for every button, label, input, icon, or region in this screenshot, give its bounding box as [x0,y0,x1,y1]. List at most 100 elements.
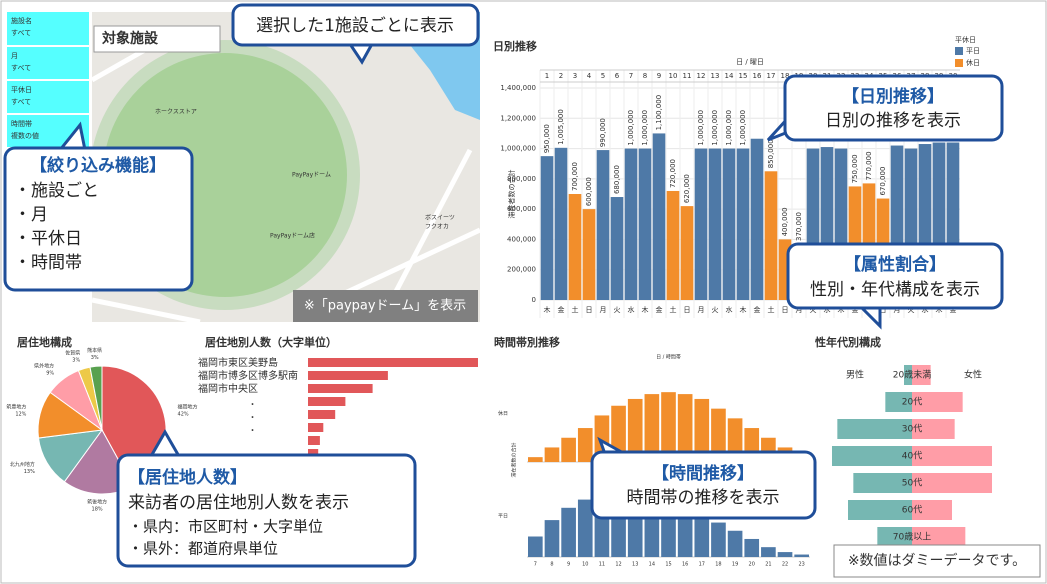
value-label: 1,000,000 [739,110,747,146]
map-note: ※「paypayドーム」を表示 [304,299,466,314]
callout-text: ・月 [14,205,48,225]
filter-value: 複数の値 [11,131,39,140]
weekday-label: 土 [768,305,775,314]
bar [652,133,666,300]
bar [528,457,543,462]
value-label: 620,000 [683,174,691,203]
value-label: 1,005,000 [557,109,565,145]
bar [544,447,560,462]
age-label: 40代 [902,451,922,462]
callout-text: 選択した1施設ごとに表示 [256,16,454,36]
pie-slice [89,365,103,431]
category-label: 福岡市東区美野島 [198,356,278,369]
bar [308,436,320,445]
category-label: 福岡市中央区 [198,382,258,395]
bar [596,150,610,300]
bar [711,408,726,462]
x-tick-label: 10 [582,562,588,568]
value-label: 950,000 [543,124,551,153]
slice-label: 熊本県 [87,347,102,354]
callout-text: ・県外：都道府県単位 [128,540,278,558]
bar [877,527,912,547]
x-tick-label: 18 [781,72,790,80]
bar [912,419,955,439]
weekday-label: 木 [740,305,747,314]
filter-label: 時間帯 [11,119,32,128]
slice-label: 筑豊地方 [6,404,26,411]
y-axis-label: 滞在者数の合計 [507,170,516,219]
bar [744,538,760,557]
filter-box[interactable] [7,47,89,79]
weekday-label: 木 [544,305,551,314]
slice-label: 筑後地方 [87,498,107,505]
x-tick-label: 13 [632,562,638,568]
bar [561,507,576,557]
y-tick-label: 1,000,000 [500,145,536,153]
x-tick-label: 9 [567,562,570,568]
callout-text: ・施設ごと [14,181,99,201]
callout-text: 日別の推移を表示 [825,111,961,131]
x-tick-label: 8 [550,562,553,568]
bar [794,554,809,557]
value-label: 670,000 [879,167,887,196]
panel-title: 時間帯別推移 [494,335,560,349]
x-tick-label: 12 [697,72,706,80]
bar [727,530,743,557]
filter-label: 施設名 [11,16,32,25]
map-label: フクオカ [425,224,449,231]
x-tick-label: 6 [615,72,620,80]
weekday-label: 火 [712,306,719,314]
value-label: 680,000 [613,165,621,194]
map-label: ボスイーツ [425,214,455,222]
value-label: 370,000 [795,212,803,241]
bar [568,194,582,300]
x-tick-label: 5 [601,72,605,80]
value-label: 700,000 [571,162,579,191]
value-label: 1,000,000 [697,110,705,146]
panel-title: 日別推移 [493,39,537,53]
bar [912,527,966,547]
bar [680,206,694,300]
weekday-label: 月 [698,306,705,314]
bar [722,148,736,300]
bar [544,520,560,557]
filter-box[interactable] [7,12,89,45]
panel-title: 性年代別構成 [815,335,881,349]
bar [694,514,710,557]
bar [554,147,568,300]
filter-value: すべて [11,98,31,106]
value-label: 1,000,000 [725,110,733,146]
x-tick-label: 2 [559,72,563,80]
bar [694,148,708,300]
bar [308,397,346,406]
bar [661,392,676,462]
age-label: 70歳以上 [893,531,931,543]
bar [711,522,726,557]
age-label: 60代 [902,505,922,516]
bar [644,394,660,462]
weekday-label: 土 [670,305,677,314]
weekday-label: 月 [600,306,607,314]
weekday-label: 木 [642,305,649,314]
weekday-label: 火 [614,306,621,314]
x-tick-label: 8 [643,72,647,80]
slice-value: 42% [178,412,189,418]
value-label: 1,000,000 [641,110,649,146]
filter-label: 平休日 [11,85,32,94]
x-tick-label: 16 [753,72,762,80]
weekday-label: 水 [628,305,635,314]
bar [750,138,764,300]
weekday-label: 日 [880,306,887,314]
value-label: 1,000,000 [711,110,719,146]
filter-box[interactable] [7,81,89,113]
x-tick-label: 7 [629,72,633,80]
x-tick-label: 20 [749,562,755,568]
bar [912,365,931,385]
bar [848,500,912,520]
bar [777,552,793,557]
bar [912,446,992,466]
bar [694,398,710,462]
y-tick-label: 400,000 [507,235,536,243]
weekday-label: 金 [754,305,761,314]
